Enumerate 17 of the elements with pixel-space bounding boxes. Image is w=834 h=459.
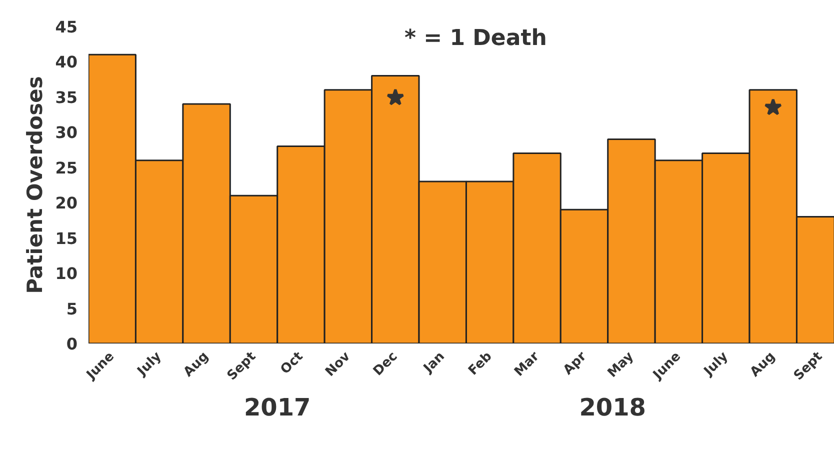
- y-tick-label: 30: [55, 123, 78, 142]
- y-tick-label: 35: [55, 88, 78, 107]
- y-tick-label: 20: [55, 194, 78, 213]
- y-tick-label: 5: [66, 299, 78, 318]
- y-tick-label: 15: [55, 228, 78, 248]
- x-tick-label: Jan: [420, 349, 448, 377]
- x-tick-label: Feb: [466, 349, 496, 379]
- x-tick-label: Oct: [278, 349, 306, 378]
- text: 2018: [579, 394, 646, 422]
- y-tick-label: 10: [55, 264, 78, 284]
- y-tick-label: 45: [55, 18, 78, 36]
- y-tick-label: 0: [66, 334, 78, 354]
- y-axis-title: Patient Overdoses: [23, 76, 48, 294]
- y-tick-label: 40: [55, 52, 78, 72]
- text: 2017: [244, 394, 311, 422]
- y-tick-label: 25: [55, 158, 78, 178]
- annotation: * = 1 Death: [404, 26, 547, 51]
